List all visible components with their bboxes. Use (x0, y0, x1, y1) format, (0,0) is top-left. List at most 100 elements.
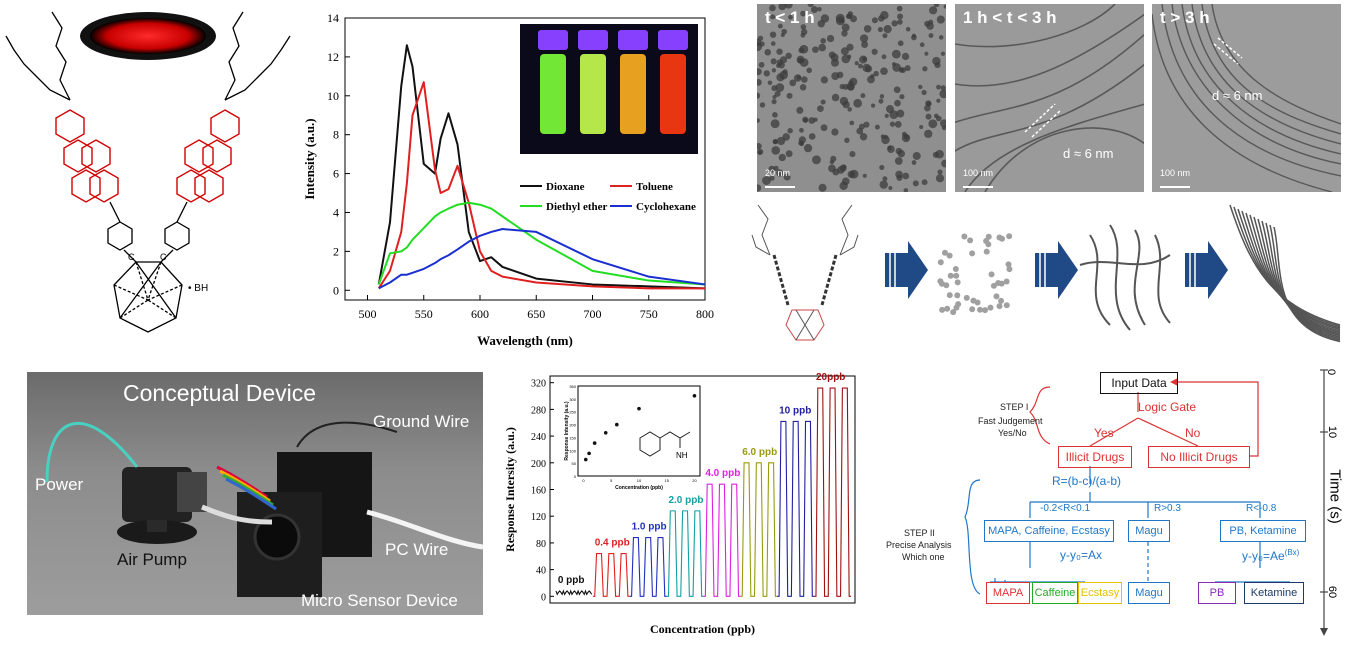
legend-label: Diethyl ether (546, 201, 608, 213)
leaf-ketamine: Ketamine (1244, 582, 1304, 604)
nanoparticle (1006, 233, 1013, 240)
sensor-x-axis-label: Concentration (ppb) (650, 622, 755, 636)
vial-3 (620, 54, 646, 134)
calibration-point (603, 431, 608, 435)
series-line-dioxane (377, 44, 706, 290)
micro-sensor-label: Micro Sensor Device (301, 591, 458, 610)
no-illicit-drugs-box: No Illicit Drugs (1148, 446, 1250, 468)
nanoparticle (946, 292, 953, 299)
nanoparticle (998, 297, 1005, 304)
vial-1 (540, 54, 566, 134)
nanoparticle (963, 294, 970, 301)
pc-wire-label: PC Wire (385, 540, 449, 559)
calibration-point (583, 457, 588, 462)
step2-sub2: Which one (902, 552, 945, 562)
inset-y-tick: 250 (569, 410, 576, 415)
bh-label: • BH (188, 283, 209, 294)
nanoparticle (974, 299, 981, 306)
vial-cap (578, 30, 608, 50)
nanoparticle (950, 309, 957, 316)
response-trace (629, 537, 667, 597)
tem-label-2: 1 h < t < 3 h (963, 8, 1057, 27)
tem-d-label-3: d ≈ 6 nm (1212, 88, 1263, 103)
y-tick-label: 280 (531, 405, 546, 416)
vial-cap (658, 30, 688, 50)
emission-chart: 500 550 600 650 700 750 800 0 2 4 6 8 10 12 14 Waveleng… (302, 11, 714, 348)
x-tick-label: 800 (696, 307, 714, 321)
nanoparticle (969, 306, 976, 313)
emission-plot-frame (344, 17, 706, 301)
step1-title: STEP I (1000, 402, 1029, 412)
vial-cap (538, 30, 568, 50)
concentration-label: 2.0 ppb (668, 495, 703, 506)
nanoparticle (954, 279, 961, 286)
inset-y-label: Response Intensity (a.u.) (564, 401, 570, 461)
methamphetamine-structure (639, 431, 691, 457)
fiber-bundle-strand (1273, 226, 1341, 343)
response-trace (666, 510, 704, 597)
inset-y-tick: 0 (574, 474, 577, 479)
series-line-toluene (377, 81, 705, 290)
inset-y-tick: 50 (572, 461, 577, 466)
y-tick-label: 8 (333, 128, 339, 142)
concentration-label: 6.0 ppb (742, 447, 777, 458)
calibration-point (692, 393, 697, 398)
nanoparticle (977, 306, 984, 313)
step2-sub1: Precise Analysis (886, 540, 952, 550)
step1-sub2: Yes/No (998, 428, 1027, 438)
illicit-drugs-box: Illicit Drugs (1058, 446, 1132, 468)
cond-1: -0.2<R<0.1 (1040, 503, 1091, 514)
nanoparticle (944, 305, 951, 312)
tem-image-2: 1 h < t < 3 h d ≈ 6 nm 100 nm (955, 4, 1144, 192)
leaf-pb: PB (1198, 582, 1236, 604)
time-axis-label: Time (s) (1326, 469, 1344, 524)
y-tick-label: 40 (536, 566, 546, 577)
leaf-mapa: MAPA (986, 582, 1030, 604)
ground-wire-label: Ground Wire (373, 412, 470, 431)
nanoparticle (937, 278, 944, 285)
yes-label: Yes (1094, 426, 1114, 440)
fiber-bundle-strand (1253, 216, 1341, 335)
nanoparticle (988, 271, 995, 278)
inset-x-tick: 10 (637, 478, 642, 483)
emission-x-axis-label: Wavelength (nm) (477, 333, 573, 348)
nanoparticle (967, 237, 974, 244)
y-tick-label: 12 (327, 50, 339, 64)
time-tick-10: 10 (1326, 425, 1339, 439)
step2-title: STEP II (904, 528, 935, 538)
y-tick-label: 14 (327, 11, 339, 25)
fiber-bundle-strand (1261, 220, 1341, 338)
response-trace (814, 387, 851, 597)
molecule-structure-panel: C C • BH (0, 0, 300, 340)
nanoparticle (969, 250, 976, 257)
nanoparticle (1006, 266, 1013, 273)
molecule-structure-drawing (5, 11, 291, 333)
x-tick-label: 700 (584, 307, 602, 321)
legend-label: Cyclohexane (636, 201, 696, 213)
nanoparticle (990, 282, 997, 289)
tem-label-3: t > 3 h (1160, 8, 1210, 27)
logic-gate-label: Logic Gate (1138, 400, 1197, 414)
r-formula: R=(b-c)/(a-b) (1052, 474, 1122, 488)
y-tick-label: 6 (333, 167, 339, 181)
concentration-label: 4.0 ppb (705, 468, 740, 479)
nanoparticle (954, 292, 961, 299)
inset-x-tick: 20 (692, 478, 697, 483)
nanoparticle (953, 272, 960, 279)
x-tick-label: 650 (527, 307, 545, 321)
inset-y-tick: 300 (569, 397, 576, 402)
nanoparticle (996, 234, 1003, 241)
inset-x-tick: 15 (665, 478, 670, 483)
x-tick-label: 600 (471, 307, 489, 321)
y-tick-label: 120 (531, 512, 546, 523)
response-trace (777, 420, 815, 597)
tem-scalebar-1: 20 nm (765, 168, 791, 178)
nanoparticle (961, 233, 968, 240)
inset-x-tick: 0 (582, 478, 585, 483)
calibration-point (615, 422, 619, 427)
group1-box: MAPA, Caffeine, Ecstasy (984, 520, 1114, 542)
nanoparticle (937, 259, 944, 266)
nanoparticle (1003, 278, 1010, 285)
y-tick-label: 200 (531, 459, 546, 470)
response-trace (592, 553, 630, 597)
